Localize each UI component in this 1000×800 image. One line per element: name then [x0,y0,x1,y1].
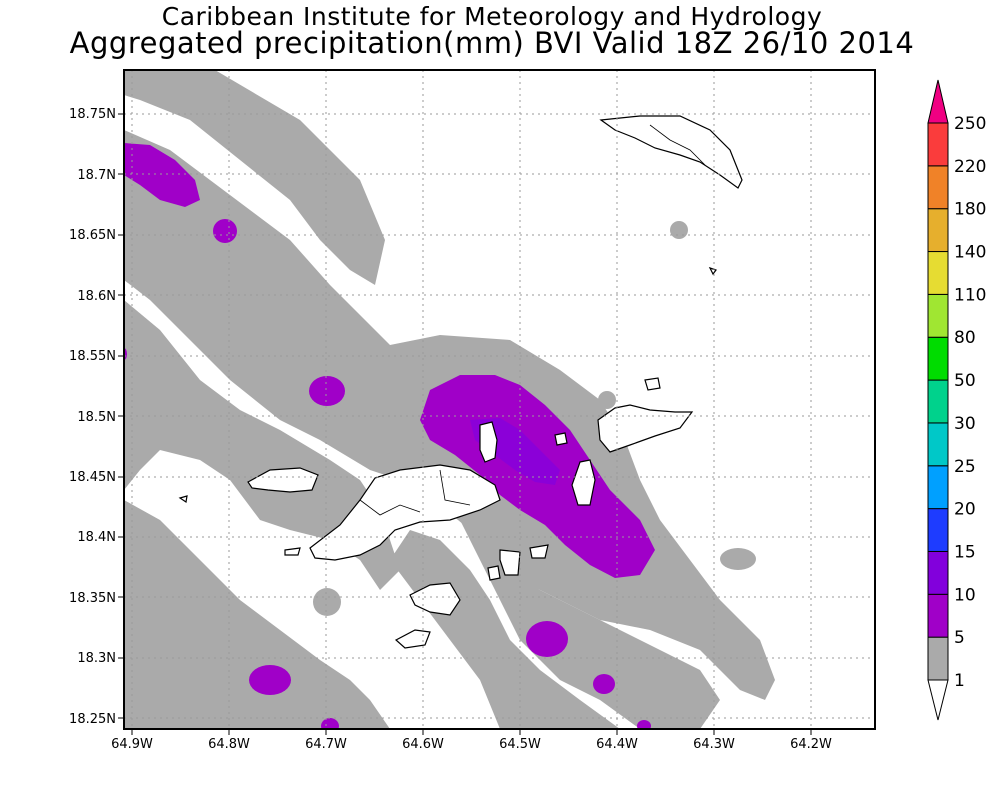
plot-frame [123,69,876,730]
colorbar-swatch [927,336,949,381]
lon-tick-label: 64.2W [790,737,832,752]
colorbar-level-label: 20 [954,500,976,520]
lat-tick-label: 18.3N [77,651,116,666]
colorbar-swatch [927,251,949,295]
colorbar-swatch [927,293,949,338]
colorbar-level-label: 1 [954,671,965,691]
lat-tick-label: 18.75N [69,107,116,122]
lat-tick-label: 18.25N [69,712,116,727]
colorbar-level-label: 80 [954,328,976,348]
colorbar-swatch [927,208,949,253]
colorbar-level-label: 110 [954,285,986,305]
chart-title-product: Aggregated precipitation(mm) BVI Valid 1… [69,26,915,60]
colorbar-level-label: 5 [954,628,965,648]
colorbar-level-label: 30 [954,414,976,434]
colorbar-swatch [927,465,949,510]
lon-axis [131,729,812,735]
lat-axis [118,113,124,719]
lat-tick-label: 18.5N [77,410,116,425]
colorbar-level-label: 15 [954,542,976,562]
lon-tick-label: 64.7W [305,737,347,752]
islands [178,115,743,649]
lat-tick-label: 18.55N [69,349,116,364]
map-area [124,70,875,729]
graticule [124,70,875,729]
colorbar-swatch [927,122,949,167]
lon-tick-label: 64.3W [693,737,735,752]
lon-tick-label: 64.5W [499,737,541,752]
colorbar-swatch [927,636,949,681]
colorbar-swatch [927,593,949,638]
colorbar-top-arrow [927,79,949,124]
colorbar-swatch [927,165,949,210]
lat-tick-label: 18.7N [77,168,116,183]
colorbar-level-label: 180 [954,200,986,220]
colorbar-swatch [927,550,949,595]
colorbar-level-label: 50 [954,371,976,391]
colorbar-level-label: 10 [954,585,976,605]
lon-tick-label: 64.8W [208,737,250,752]
colorbar [927,79,949,721]
colorbar-swatch [927,379,949,424]
colorbar-level-label: 250 [954,114,986,134]
colorbar-bottom-arrow [927,679,949,721]
colorbar-swatch [927,508,949,552]
lat-tick-label: 18.65N [69,228,116,243]
colorbar-level-label: 140 [954,243,986,263]
lon-tick-label: 64.6W [402,737,444,752]
lat-tick-label: 18.4N [77,530,116,545]
lon-tick-label: 64.4W [596,737,638,752]
lat-tick-label: 18.45N [69,470,116,485]
lon-tick-label: 64.9W [111,737,153,752]
lat-tick-label: 18.35N [69,591,116,606]
chart-title-institute: Caribbean Institute for Meteorology and … [161,2,823,31]
lat-tick-label: 18.6N [77,289,116,304]
colorbar-level-label: 220 [954,157,986,177]
colorbar-level-label: 25 [954,457,976,477]
colorbar-swatch [927,422,949,467]
